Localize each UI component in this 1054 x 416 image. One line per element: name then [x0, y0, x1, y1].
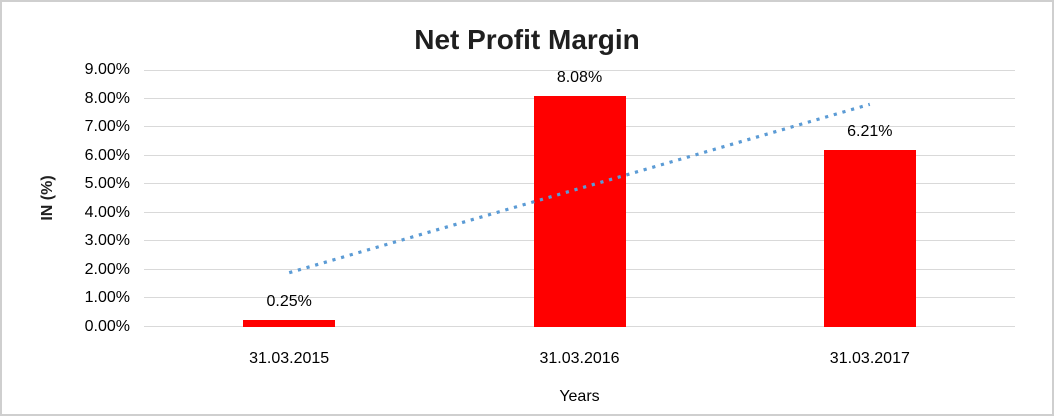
data-label: 6.21%	[847, 122, 893, 140]
y-tick-label: 2.00%	[84, 260, 130, 278]
bar	[243, 319, 336, 327]
x-tick-label: 31.03.2017	[829, 350, 910, 367]
x-tick-label: 31.03.2016	[539, 350, 620, 367]
x-axis-ticks: 31.03.2015 31.03.2016 31.03.2017	[144, 350, 1015, 370]
plot-area: 0.25% 8.08% 6.21%	[144, 69, 1015, 327]
chart-title: Net Profit Margin	[414, 24, 640, 55]
data-label: 8.08%	[556, 69, 603, 87]
y-tick-label: 8.00%	[84, 89, 130, 107]
y-tick-label: 9.00%	[84, 61, 130, 78]
y-tick-label: 5.00%	[84, 175, 130, 193]
y-tick-label: 1.00%	[84, 289, 130, 307]
y-tick-label: 3.00%	[84, 232, 130, 250]
y-tick-label: 0.00%	[84, 318, 130, 335]
bar	[823, 149, 916, 327]
gridline	[144, 70, 1015, 71]
trendline	[288, 102, 871, 275]
y-tick-label: 6.00%	[84, 146, 130, 164]
x-axis-title: Years	[559, 388, 600, 405]
y-axis-ticks: 0.00% 1.00% 2.00% 3.00% 4.00% 5.00% 6.00% 7.00%…	[2, 61, 130, 335]
y-tick-label: 4.00%	[84, 203, 130, 221]
y-tick-label: 7.00%	[84, 118, 130, 136]
bar	[533, 96, 626, 327]
data-label: 0.25%	[266, 292, 312, 310]
x-tick-label: 31.03.2015	[249, 350, 330, 367]
